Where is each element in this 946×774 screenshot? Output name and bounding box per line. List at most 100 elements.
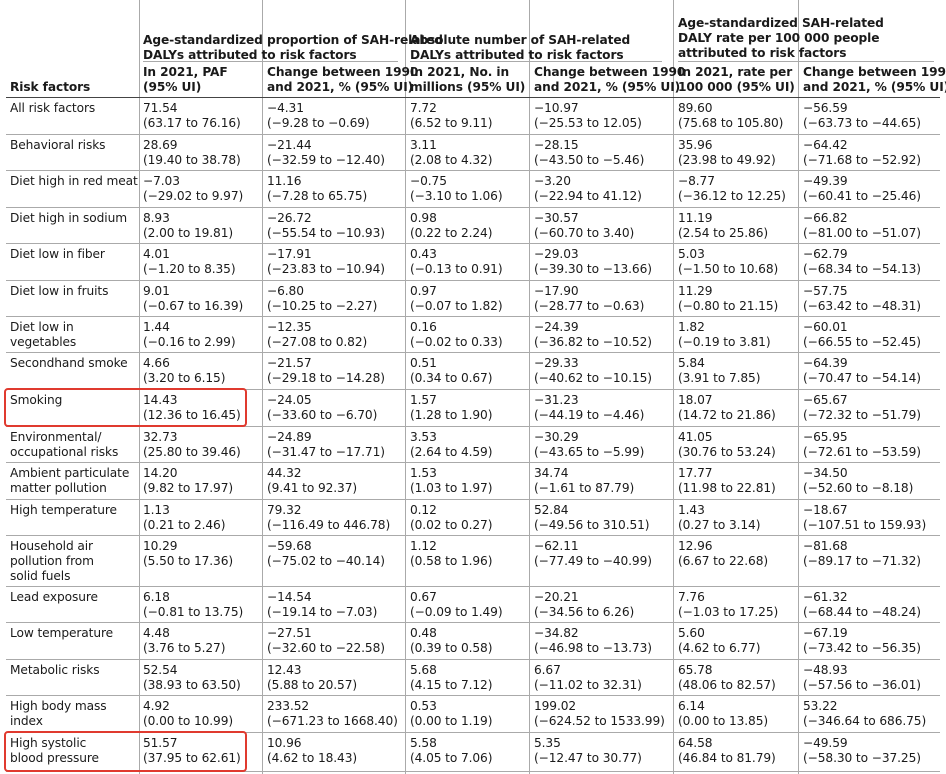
cell-interval: (−28.77 to −0.63) — [534, 299, 645, 313]
cell-interval: (2.00 to 19.81) — [143, 226, 234, 240]
row-divider — [6, 771, 940, 772]
cell-interval: (37.95 to 62.61) — [143, 751, 241, 765]
cell-value: −67.19 — [803, 626, 848, 640]
cell-value: −14.54 — [267, 590, 312, 604]
row-divider — [6, 352, 940, 353]
cell-value: 1.13 — [143, 503, 170, 517]
cell-value: 0.48 — [410, 626, 437, 640]
cell-interval: (−33.60 to −6.70) — [267, 408, 378, 422]
cell-interval: (0.34 to 0.67) — [410, 371, 493, 385]
row-divider — [6, 316, 940, 317]
group-header-title: Absolute number of SAH-related — [410, 33, 631, 47]
cell-value: 64.58 — [678, 736, 713, 750]
row-label: High temperature — [10, 503, 117, 517]
row-divider — [6, 499, 940, 500]
column-divider — [262, 0, 263, 774]
group-header-rule — [410, 61, 662, 62]
cell-interval: (−55.54 to −10.93) — [267, 226, 385, 240]
cell-interval: (−31.47 to −17.71) — [267, 445, 385, 459]
cell-interval: (30.76 to 53.24) — [678, 445, 776, 459]
cell-interval: (−27.08 to 0.82) — [267, 335, 368, 349]
cell-interval: (0.39 to 0.58) — [410, 641, 493, 655]
cell-interval: (0.02 to 0.27) — [410, 518, 493, 532]
cell-interval: (23.98 to 49.92) — [678, 153, 776, 167]
cell-value: 0.98 — [410, 211, 437, 225]
cell-interval: (19.40 to 38.78) — [143, 153, 241, 167]
cell-interval: (6.52 to 9.11) — [410, 116, 493, 130]
cell-interval: (−89.17 to −71.32) — [803, 554, 921, 568]
cell-value: −64.42 — [803, 138, 848, 152]
cell-interval: (−624.52 to 1533.99) — [534, 714, 665, 728]
row-label: occupational risks — [10, 445, 119, 459]
cell-value: 1.43 — [678, 503, 705, 517]
cell-value: 0.53 — [410, 699, 437, 713]
cell-interval: (46.84 to 81.79) — [678, 751, 776, 765]
cell-value: −20.21 — [534, 590, 579, 604]
cell-value: 7.72 — [410, 101, 437, 115]
cell-interval: (−57.56 to −36.01) — [803, 678, 921, 692]
row-divider — [6, 134, 940, 135]
cell-interval: (0.00 to 1.19) — [410, 714, 493, 728]
cell-value: −24.39 — [534, 320, 579, 334]
cell-value: 7.76 — [678, 590, 705, 604]
cell-value: 4.48 — [143, 626, 170, 640]
cell-interval: (−39.30 to −13.66) — [534, 262, 652, 276]
cell-interval: (−1.03 to 17.25) — [678, 605, 779, 619]
cell-interval: (−0.13 to 0.91) — [410, 262, 503, 276]
cell-value: 4.01 — [143, 247, 170, 261]
cell-value: 10.96 — [267, 736, 302, 750]
cell-interval: (12.36 to 16.45) — [143, 408, 241, 422]
row-label: High body mass — [10, 699, 107, 713]
cell-interval: (−19.14 to −7.03) — [267, 605, 378, 619]
cell-interval: (−22.94 to 41.12) — [534, 189, 642, 203]
cell-value: −34.50 — [803, 466, 848, 480]
cell-interval: (−75.02 to −40.14) — [267, 554, 385, 568]
cell-interval: (0.00 to 13.85) — [678, 714, 769, 728]
column-header: In 2021, rate per — [678, 65, 793, 79]
cell-interval: (−49.56 to 310.51) — [534, 518, 650, 532]
group-header-title: Age-standardized proportion of SAH-relat… — [143, 33, 443, 47]
cell-interval: (0.58 to 1.96) — [410, 554, 493, 568]
cell-value: −30.29 — [534, 430, 579, 444]
cell-value: 34.74 — [534, 466, 569, 480]
cell-value: 1.12 — [410, 539, 437, 553]
row-label: vegetables — [10, 335, 77, 349]
cell-interval: (−60.41 to −25.46) — [803, 189, 921, 203]
row-label: Diet low in fruits — [10, 284, 109, 298]
cell-value: 8.93 — [143, 211, 170, 225]
cell-value: −48.93 — [803, 663, 848, 677]
column-header: In 2021, No. in — [410, 65, 510, 79]
cell-interval: (3.91 to 7.85) — [678, 371, 761, 385]
group-header-title: DALYs attributed to risk factors — [143, 48, 357, 62]
row-label: Household air — [10, 539, 93, 553]
risk-factors-header: Risk factors — [10, 80, 91, 94]
cell-interval: (−0.81 to 13.75) — [143, 605, 244, 619]
cell-interval: (−68.34 to −54.13) — [803, 262, 921, 276]
column-header: and 2021, % (95% UI) — [534, 80, 681, 94]
cell-interval: (2.64 to 4.59) — [410, 445, 493, 459]
cell-value: −0.75 — [410, 174, 447, 188]
cell-value: −12.35 — [267, 320, 312, 334]
cell-interval: (−7.28 to 65.75) — [267, 189, 368, 203]
cell-value: 44.32 — [267, 466, 302, 480]
row-divider — [6, 280, 940, 281]
cell-interval: (−43.65 to −5.99) — [534, 445, 645, 459]
cell-value: 6.14 — [678, 699, 705, 713]
cell-value: −17.91 — [267, 247, 312, 261]
cell-value: 199.02 — [534, 699, 577, 713]
cell-value: 4.66 — [143, 356, 170, 370]
cell-value: 52.84 — [534, 503, 569, 517]
row-divider — [6, 732, 940, 733]
row-divider — [6, 695, 940, 696]
cell-value: 5.84 — [678, 356, 705, 370]
cell-interval: (4.62 to 18.43) — [267, 751, 358, 765]
cell-value: 18.07 — [678, 393, 713, 407]
cell-value: −3.20 — [534, 174, 571, 188]
row-divider — [6, 243, 940, 244]
cell-value: 5.35 — [534, 736, 561, 750]
column-header: In 2021, PAF — [143, 65, 228, 79]
cell-interval: (−11.02 to 32.31) — [534, 678, 642, 692]
group-header-rule — [678, 61, 934, 62]
cell-interval: (9.41 to 92.37) — [267, 481, 358, 495]
